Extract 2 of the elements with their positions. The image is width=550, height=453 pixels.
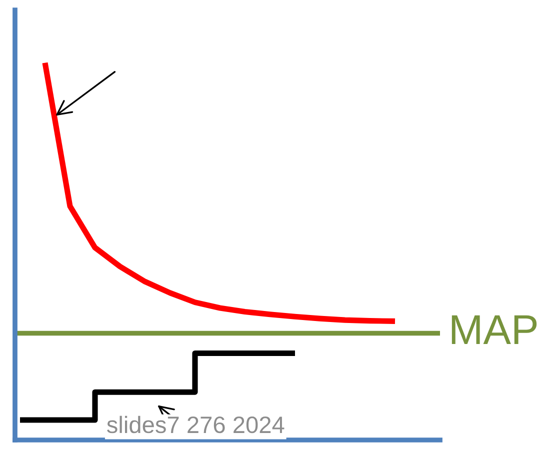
ref-line-label: MAP: [452, 315, 537, 344]
annotation: slides7 276 2024: [107, 416, 284, 434]
